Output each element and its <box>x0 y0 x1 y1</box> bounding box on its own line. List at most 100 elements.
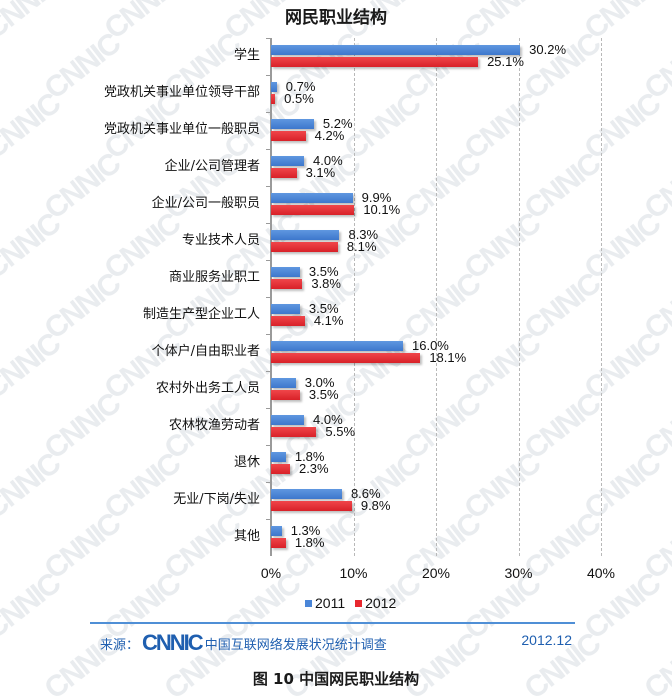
figure-caption: 图 10 中国网民职业结构 <box>252 670 420 688</box>
bar-2012 <box>271 94 276 104</box>
watermark-text: CNNIC <box>218 447 306 526</box>
watermark-text: CNNIC <box>638 267 672 346</box>
value-label: 3.5% <box>308 301 339 316</box>
watermark-text: CNNIC <box>398 147 486 226</box>
y-tick <box>266 371 271 372</box>
watermark-text: CNNIC <box>0 207 66 286</box>
y-axis-line <box>270 38 272 556</box>
bar-2011 <box>271 156 304 166</box>
y-tick <box>266 38 271 39</box>
watermark-text: CNNIC <box>458 87 546 166</box>
watermark-text: CNNIC <box>458 327 546 406</box>
value-label: 10.1% <box>363 202 401 217</box>
chart-title: 网民职业结构 <box>285 8 387 28</box>
watermark-text: CNNIC <box>518 147 606 226</box>
bar-2011 <box>271 452 286 462</box>
legend-label: 2011 <box>315 595 346 611</box>
source-text: 中国互联网络发展状况统计调查 <box>204 637 387 653</box>
x-tick-label: 20% <box>421 565 451 581</box>
value-label: 25.1% <box>487 54 524 69</box>
value-label: 4.2% <box>314 128 345 143</box>
watermark-text: CNNIC <box>578 207 666 286</box>
value-label: 9.9% <box>361 190 392 205</box>
category-label: 其他 <box>233 529 260 544</box>
watermark-text: CNNIC <box>399 27 487 106</box>
value-label: 8.6% <box>350 486 381 501</box>
value-label: 4.0% <box>313 412 343 427</box>
category-label: 农林牧渔劳动者 <box>168 418 260 433</box>
category-label: 制造生产型企业工人 <box>142 307 260 322</box>
bar-2011 <box>271 489 342 499</box>
watermark-text: CNNIC <box>518 267 606 346</box>
watermark-text: CNNIC <box>38 507 126 586</box>
watermark-text: CNNIC <box>0 87 66 166</box>
value-label: 30.2% <box>529 42 567 57</box>
value-label: 0.7% <box>285 79 316 94</box>
value-label: 3.0% <box>304 375 335 390</box>
y-tick <box>266 519 271 520</box>
bar-2012 <box>271 464 290 474</box>
y-tick <box>266 112 271 113</box>
bar-2012 <box>271 242 338 252</box>
value-label: 5.5% <box>325 424 356 439</box>
category-label: 农村外出务工人员 <box>155 381 260 396</box>
value-label: 1.8% <box>294 535 325 550</box>
value-label: 3.5% <box>308 387 339 402</box>
bar-2011 <box>271 526 282 536</box>
watermark-text: CNNIC <box>578 327 666 406</box>
bar-2011 <box>271 304 300 314</box>
bar-2011 <box>271 378 296 388</box>
value-label: 3.1% <box>305 165 336 180</box>
bar-2012 <box>271 205 355 215</box>
x-tick-label: 30% <box>504 565 533 581</box>
legend-swatch-red <box>355 599 363 607</box>
watermark-text: CNNIC <box>0 567 66 646</box>
watermark-text: CNNIC <box>38 387 126 466</box>
watermark-text: CNNIC <box>638 387 672 466</box>
bar-2012 <box>271 57 479 67</box>
watermark-text: CNNIC <box>578 87 666 166</box>
value-label: 4.1% <box>313 313 344 328</box>
legend-item-2011: 2011 <box>305 595 345 611</box>
watermark-text: CNNIC <box>578 447 666 526</box>
watermark-text: CNNIC <box>518 387 606 466</box>
watermark-text: CNNIC <box>398 387 486 466</box>
gridline <box>601 38 602 556</box>
value-label: 3.8% <box>311 276 341 291</box>
value-label: 0.5% <box>284 91 314 106</box>
value-label: 4.0% <box>313 153 343 168</box>
category-label: 党政机关事业单位领导干部 <box>103 85 260 100</box>
bar-2012 <box>271 538 286 548</box>
x-tick-label: 10% <box>339 565 368 581</box>
bar-2012 <box>271 279 303 289</box>
source-line: 来源： CNNIC 中国互联网络发展状况统计调查 <box>100 630 387 656</box>
watermark-text: CNNIC <box>638 27 672 106</box>
watermark-text: CNNIC <box>518 27 606 106</box>
cnnic-logo: CNNIC <box>142 630 204 655</box>
bar-2011 <box>271 119 314 129</box>
bar-2011 <box>271 415 304 425</box>
y-tick <box>266 149 271 150</box>
bar-2012 <box>271 427 317 437</box>
x-tick-label: 40% <box>586 565 616 581</box>
watermark-text: CNNIC <box>38 147 126 226</box>
y-tick <box>266 223 271 224</box>
legend: 2011 2012 <box>305 595 396 611</box>
category-label: 商业服务业职工 <box>168 270 260 285</box>
bar-2011 <box>271 193 353 203</box>
bar-2011 <box>271 45 521 55</box>
category-label: 企业/公司一般职员 <box>151 196 260 211</box>
y-tick <box>266 334 271 335</box>
category-label: 学生 <box>233 48 260 63</box>
value-label: 18.1% <box>429 350 467 365</box>
category-label: 个体户/自由职业者 <box>151 344 260 359</box>
bar-2012 <box>271 501 352 511</box>
bar-2012 <box>271 168 297 178</box>
value-label: 9.8% <box>360 498 391 513</box>
watermark-text: CNNIC <box>458 207 546 286</box>
watermark-text: CNNIC <box>98 447 186 526</box>
y-tick <box>266 408 271 409</box>
category-label: 无业/下岗/失业 <box>173 492 260 507</box>
legend-item-2012: 2012 <box>355 595 396 611</box>
x-tick-label: 0% <box>260 565 282 581</box>
